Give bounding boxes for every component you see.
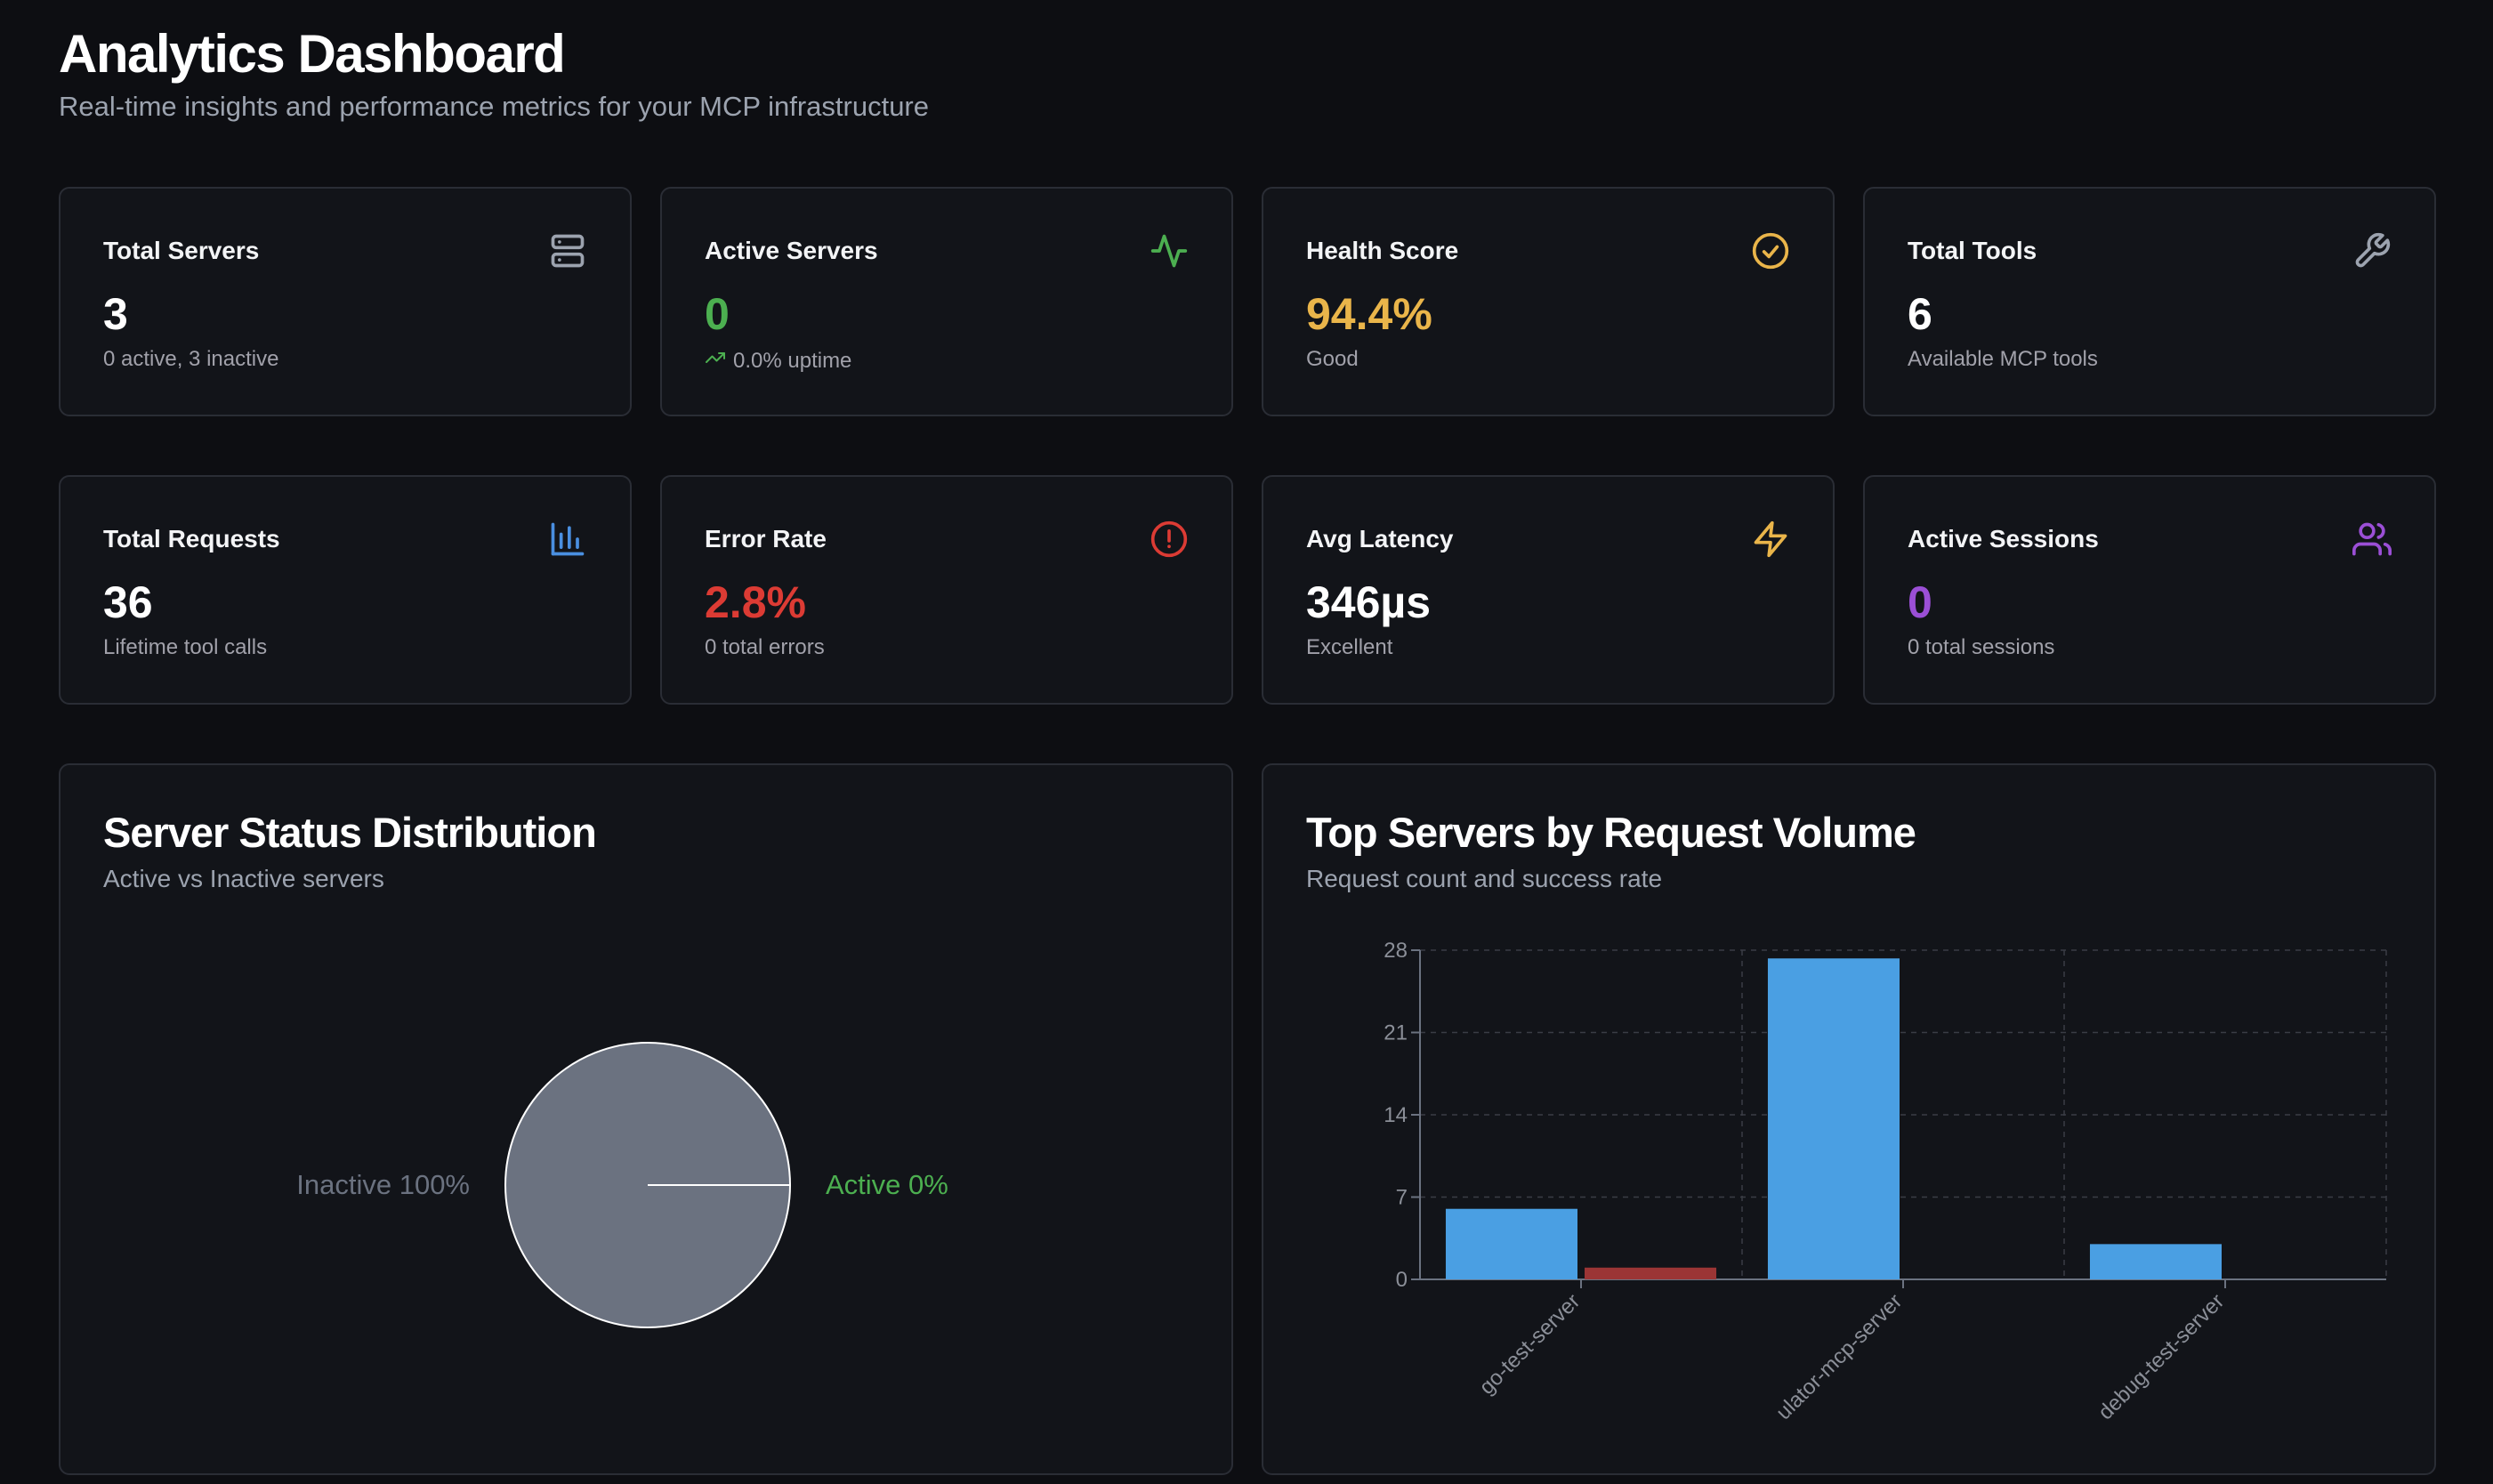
page-subtitle: Real-time insights and performance metri… [59,91,929,122]
stat-value: 0 [1908,577,1932,627]
check-circle-icon [1751,231,1790,270]
bar-go-test-server-series-2[interactable] [1585,1267,1717,1279]
stat-subtext-label: Good [1306,347,1359,371]
stat-card-total-requests: Total Requests 36 Lifetime tool calls [59,475,632,705]
stat-subtext: 0 total sessions [1908,635,2054,660]
top-servers-panel: Top Servers by Request Volume Request co… [1262,763,2436,1475]
stat-label: Avg Latency [1306,525,1454,552]
stat-subtext: 0 total errors [705,635,825,660]
stat-value: 6 [1908,289,1932,339]
stat-subtext: Available MCP tools [1908,347,2098,372]
stat-subtext: Good [1306,347,1359,372]
stat-value: 2.8% [705,577,806,627]
request-volume-bar-chart: 0 7 14 21 28 go-test-server ulator-mcp-server d… [1384,939,2387,1424]
bar-chart-icon [548,520,587,559]
activity-icon [1150,231,1189,270]
alert-circle-icon [1150,520,1189,559]
panel-title: Server Status Distribution [103,809,597,856]
trending-up-icon [705,347,726,375]
status-pie-chart: Inactive 100% Active 0% [296,1042,948,1328]
stat-card-health-score: Health Score 94.4% Good [1262,187,1835,416]
stat-subtext: 0 active, 3 inactive [103,347,278,372]
stat-subtext: Excellent [1306,635,1392,660]
stat-value: 0 [705,289,730,339]
users-icon [2352,520,2392,559]
y-tick-label: 14 [1384,1103,1408,1127]
panel-title: Top Servers by Request Volume [1306,809,1916,856]
stat-card-avg-latency: Avg Latency 346µs Excellent [1262,475,1835,705]
y-tick-label: 28 [1384,939,1408,963]
x-tick-label: ulator-mcp-server [1771,1289,1907,1424]
stat-label: Health Score [1306,237,1459,264]
stat-subtext: 0.0% uptime [705,347,851,375]
stat-card-error-rate: Error Rate 2.8% 0 total errors [660,475,1233,705]
stats-grid: Total Servers 3 0 active, 3 inactive Active… [59,187,2436,705]
pie-label-active: Active 0% [826,1169,948,1200]
stat-label: Active Servers [705,237,878,264]
stat-card-active-sessions: Active Sessions 0 0 total sessions [1863,475,2436,705]
x-tick-label: go-test-server [1474,1289,1585,1399]
y-tick-label: 21 [1384,1021,1408,1045]
stat-label: Error Rate [705,525,827,552]
stat-subtext-label: Available MCP tools [1908,347,2098,371]
stat-label: Total Servers [103,237,260,264]
stat-subtext-label: 0.0% uptime [733,348,852,373]
bar-ulator-mcp-server-series-1[interactable] [1767,958,1900,1279]
server-icon [548,231,587,270]
stat-subtext-label: 0 active, 3 inactive [103,347,279,371]
wrench-icon [2352,231,2392,270]
server-status-panel: Server Status Distribution Active vs Ina… [59,763,1233,1475]
stat-label: Active Sessions [1908,525,2099,552]
stat-value: 94.4% [1306,289,1432,339]
y-tick-label: 0 [1396,1268,1408,1292]
analytics-page: Analytics Dashboard Real-time insights a… [59,0,2436,1484]
x-tick-label: debug-test-server [2094,1289,2229,1424]
stat-value: 3 [103,289,128,339]
stat-value: 36 [103,577,153,627]
stat-subtext-label: Lifetime tool calls [103,635,268,659]
stat-card-active-servers: Active Servers 0 0.0% uptime [660,187,1233,416]
bar-debug-test-server-series-1[interactable] [2089,1244,2222,1279]
y-tick-label: 7 [1396,1186,1408,1210]
page-title: Analytics Dashboard [59,24,566,84]
pie-label-inactive: Inactive 100% [296,1169,470,1200]
stat-subtext-label: 0 total sessions [1908,635,2055,659]
zap-icon [1751,520,1790,559]
panel-subtitle: Active vs Inactive servers [103,865,384,892]
stat-subtext-label: 0 total errors [705,635,825,659]
panel-subtitle: Request count and success rate [1306,865,1663,892]
stat-subtext: Lifetime tool calls [103,635,267,660]
stat-value: 346µs [1306,577,1432,627]
stat-label: Total Requests [103,525,280,552]
stat-card-total-servers: Total Servers 3 0 active, 3 inactive [59,187,632,416]
bar-go-test-server-series-1[interactable] [1445,1208,1577,1279]
stat-subtext-label: Excellent [1306,635,1393,659]
stat-card-total-tools: Total Tools 6 Available MCP tools [1863,187,2436,416]
stat-label: Total Tools [1908,237,2037,264]
